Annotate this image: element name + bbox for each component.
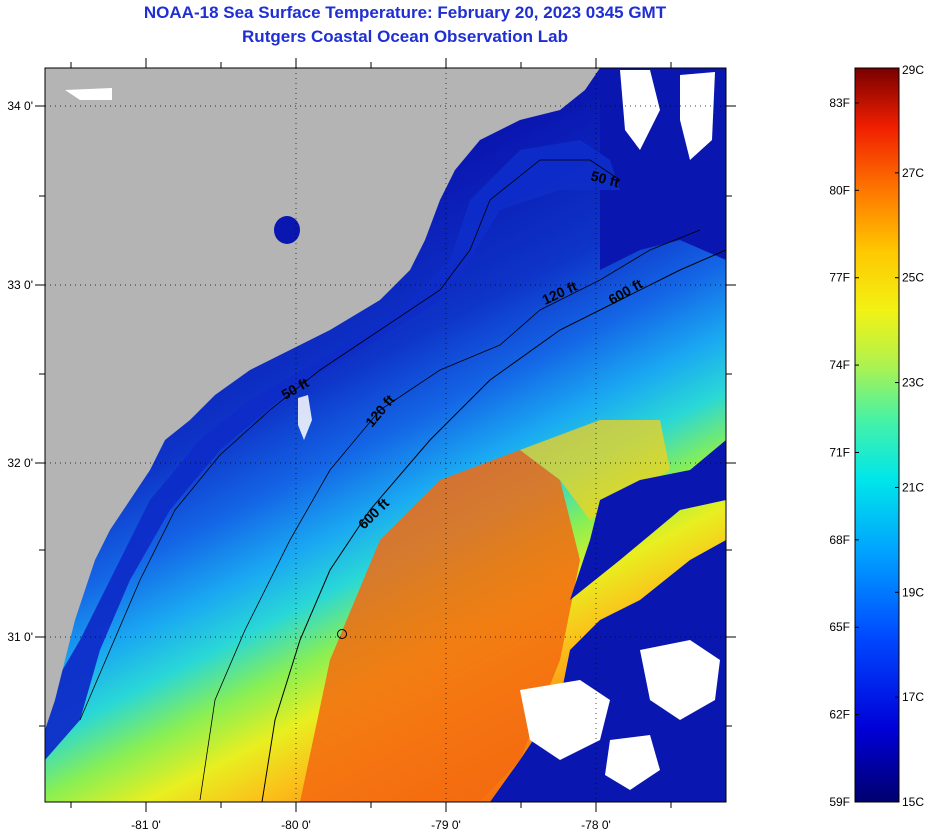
- colorbar-fahrenheit-label: 83F: [829, 96, 850, 110]
- cloud-patch-se-2: [640, 640, 720, 720]
- cloud-patch-ne: [620, 70, 660, 150]
- map-area: 50 ft 50 ft 120 ft 120 ft 600 ft 600 ft: [45, 68, 726, 802]
- map-frame: [44, 67, 727, 803]
- colorbar-fahrenheit-label: 80F: [829, 183, 850, 197]
- lat-label-32n: 32 0': [7, 456, 33, 470]
- colorbar-celsius-label: 27C: [902, 166, 924, 180]
- colorbar-fahrenheit-label: 65F: [829, 620, 850, 634]
- colorbar-fahrenheit-label: 71F: [829, 445, 850, 459]
- colorbar-celsius-label: 25C: [902, 271, 924, 285]
- colorbar-fahrenheit-label: 74F: [829, 358, 850, 372]
- colorbar: 29C 27C 25C 23C 21C 19C 17C 15C 83F 80F 77F 74F 71F 6…: [829, 63, 924, 809]
- colorbar-celsius-label: 23C: [902, 376, 924, 390]
- lon-label-81w: -81 0': [131, 818, 161, 832]
- cloud-streak-coast: [298, 395, 312, 440]
- colorbar-gradient: [854, 67, 900, 803]
- colorbar-celsius-label: 29C: [902, 63, 924, 77]
- colorbar-celsius-label: 15C: [902, 795, 924, 809]
- inland-lake: [274, 216, 300, 244]
- colorbar-celsius-label: 17C: [902, 690, 924, 704]
- colorbar-fahrenheit-label: 77F: [829, 271, 850, 285]
- land: [45, 68, 600, 730]
- yellow-band: [520, 420, 670, 520]
- colorbar-fahrenheit-label: 68F: [829, 533, 850, 547]
- cloud-patch-se: [520, 680, 610, 760]
- map-subtitle: Rutgers Coastal Ocean Observation Lab: [242, 27, 568, 46]
- axis-ticks: [35, 58, 736, 812]
- lat-label-31n: 31 0': [7, 630, 33, 644]
- colorbar-fahrenheit-label: 62F: [829, 708, 850, 722]
- warm-core: [300, 450, 580, 802]
- colorbar-fahrenheit-label: 59F: [829, 795, 850, 809]
- colorbar-celsius-label: 21C: [902, 480, 924, 494]
- seamount-contour: [337, 629, 347, 639]
- cold-water-east: [490, 68, 726, 802]
- isobath-120ft: [199, 229, 701, 801]
- graticule: [45, 68, 726, 802]
- lon-label-78w: -78 0': [581, 818, 611, 832]
- cloud-patch-se-3: [605, 735, 660, 790]
- colorbar-celsius-label: 19C: [902, 585, 924, 599]
- isobath-50ft: [79, 159, 621, 721]
- lon-label-79w: -79 0': [431, 818, 461, 832]
- cloud-patch-ne-2: [680, 72, 715, 160]
- lat-label-34n: 34 0': [7, 99, 33, 113]
- cloud-patch-nw: [65, 88, 112, 100]
- isobath-600ft: [261, 249, 726, 802]
- colorbar-labels: 29C 27C 25C 23C 21C 19C 17C 15C 83F 80F 77F 74F 71F 6…: [829, 63, 924, 809]
- map-title: NOAA-18 Sea Surface Temperature: Februar…: [143, 3, 667, 22]
- lat-label-33n: 33 0': [7, 278, 33, 292]
- lon-label-80w: -80 0': [281, 818, 311, 832]
- isobath-label-50ft-north: 50 ft: [589, 167, 621, 190]
